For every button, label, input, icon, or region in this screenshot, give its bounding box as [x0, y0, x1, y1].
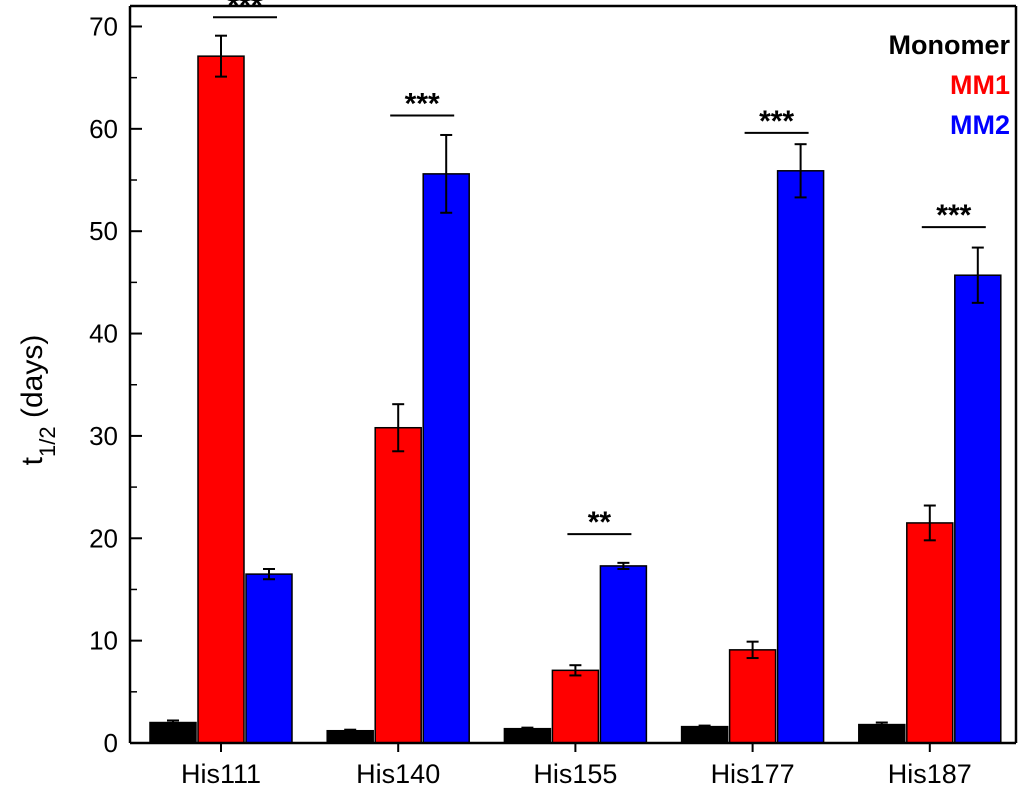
y-axis-label-sub: 1/2 — [35, 426, 60, 457]
y-tick-label: 40 — [89, 319, 118, 349]
bar-mm1-his155 — [551, 669, 600, 744]
error-bars-group — [167, 34, 984, 733]
bar-mm1-his177 — [728, 649, 777, 744]
significance-group: ************** — [213, 0, 986, 539]
x-tick-label-his187: His187 — [888, 759, 972, 789]
bar-mm2-his111 — [245, 573, 293, 744]
significance-label: *** — [936, 199, 971, 232]
significance-label: ** — [588, 506, 612, 539]
y-tick-label: 0 — [104, 728, 118, 758]
legend-entry-mm1: MM1 — [950, 70, 1010, 100]
x-tick-label-his177: His177 — [711, 759, 795, 789]
bar-mm2-his155 — [599, 565, 648, 744]
bar-mm2-his177 — [776, 170, 825, 744]
bars-group — [149, 55, 1002, 744]
legend: Monomer MM1 MM2 — [889, 30, 1011, 140]
y-tick-label: 10 — [89, 626, 118, 656]
bar-monomer-his177 — [680, 725, 729, 744]
legend-entry-mm2: MM2 — [950, 110, 1010, 140]
bar-mm1-his111 — [197, 55, 245, 744]
bar-monomer-his155 — [503, 727, 552, 744]
bar-mm1-his140 — [374, 426, 422, 744]
y-tick-label: 30 — [89, 421, 118, 451]
x-tick-label-his111: His111 — [181, 759, 261, 789]
significance-label: *** — [405, 88, 440, 121]
y-tick-label: 20 — [89, 523, 118, 553]
bar-mm2-his187 — [954, 274, 1002, 744]
x-tick-label-his140: His140 — [356, 759, 440, 789]
axes-group: 0 10 20 30 40 50 60 70 His111 His140 His155 His177 H… — [89, 4, 1018, 789]
significance-label: *** — [227, 0, 262, 22]
x-tick-label-his155: His155 — [533, 759, 617, 789]
legend-entry-monomer: Monomer — [889, 30, 1011, 60]
bar-mm2-his140 — [422, 173, 470, 744]
y-axis-label-main: t — [16, 456, 49, 465]
y-tick-label: 60 — [89, 114, 118, 144]
bar-mm1-his187 — [906, 522, 954, 744]
y-tick-label: 50 — [89, 216, 118, 246]
y-axis-label-unit: (days) — [16, 335, 49, 427]
significance-label: *** — [759, 105, 794, 138]
y-tick-label: 70 — [89, 11, 118, 41]
bar-monomer-his111 — [149, 721, 197, 744]
y-axis-label: t1/2 (days) — [16, 335, 60, 466]
